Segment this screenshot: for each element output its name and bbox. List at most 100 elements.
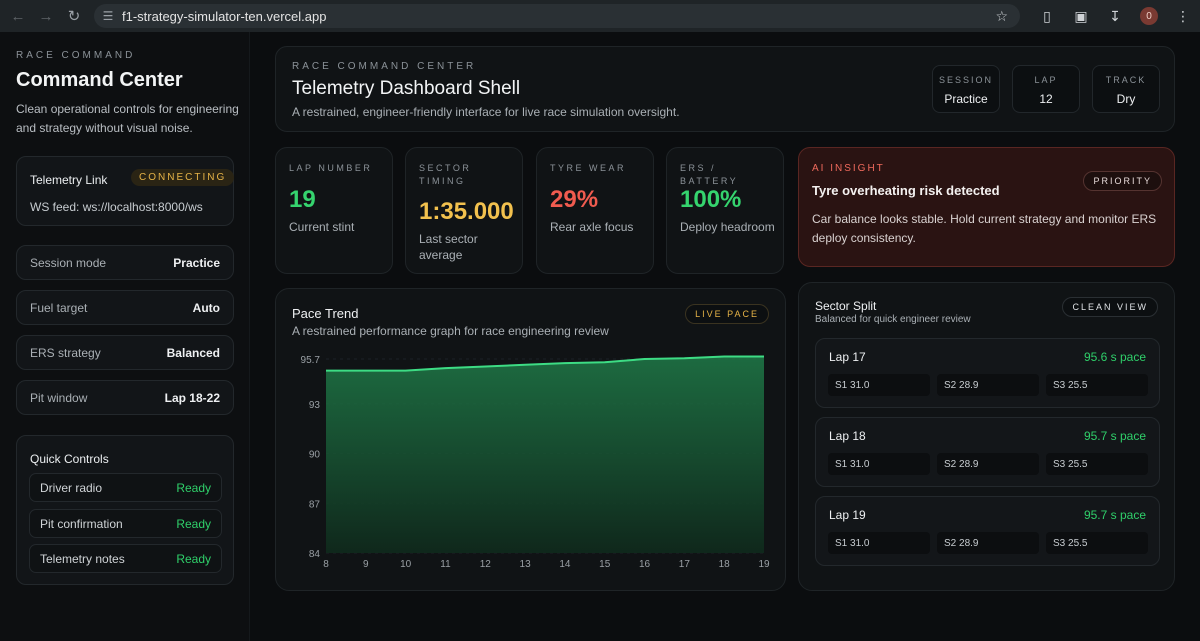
connection-status-badge: CONNECTING bbox=[131, 169, 235, 186]
stat-value: 100% bbox=[680, 186, 742, 213]
sector-1-time: S1 31.0 bbox=[828, 374, 930, 396]
x-tick-label: 12 bbox=[480, 559, 492, 570]
y-tick-label: 87 bbox=[309, 499, 321, 510]
lap-pace: 95.7 s pace bbox=[1083, 429, 1146, 443]
pace-area bbox=[326, 356, 764, 553]
sector-split-title: Sector Split bbox=[815, 299, 877, 313]
priority-badge: PRIORITY bbox=[1083, 171, 1162, 191]
y-tick-label: 95.7 bbox=[301, 355, 321, 366]
sector-2-time: S2 28.9 bbox=[937, 532, 1039, 554]
fuel-target-row[interactable]: Fuel target Auto bbox=[16, 290, 234, 325]
lap-number-card: LAP NUMBER 19 Current stint bbox=[275, 147, 393, 274]
driver-radio-control[interactable]: Driver radio Ready bbox=[29, 473, 222, 502]
x-tick-label: 9 bbox=[363, 559, 369, 570]
quick-controls-title: Quick Controls bbox=[30, 452, 109, 466]
setting-label: Fuel target bbox=[30, 300, 88, 315]
tyre-wear-card: TYRE WEAR 29% Rear axle focus bbox=[536, 147, 654, 274]
profile-initial: 0 bbox=[1140, 7, 1158, 25]
insight-text: Car balance looks stable. Hold current s… bbox=[812, 212, 1157, 245]
address-bar[interactable]: ☰ f1-strategy-simulator-ten.vercel.app ☆ bbox=[94, 4, 1020, 28]
session-mode-row[interactable]: Session mode Practice bbox=[16, 245, 234, 280]
x-tick-label: 11 bbox=[440, 559, 451, 570]
x-tick-label: 16 bbox=[639, 559, 651, 570]
pit-window-row[interactable]: Pit window Lap 18-22 bbox=[16, 380, 234, 415]
ers-strategy-row[interactable]: ERS strategy Balanced bbox=[16, 335, 234, 370]
setting-label: Pit window bbox=[30, 390, 88, 405]
lap-split-row: Lap 17 95.6 s pace S1 31.0 S2 28.9 S3 25… bbox=[815, 338, 1160, 408]
extensions-icon[interactable]: ▯ bbox=[1043, 7, 1051, 24]
y-tick-label: 93 bbox=[309, 400, 321, 411]
page-description: A restrained, engineer-friendly interfac… bbox=[292, 105, 680, 119]
pace-trend-title: Pace Trend bbox=[292, 306, 359, 321]
stat-label: TYRE WEAR bbox=[550, 163, 627, 173]
sector-2-time: S2 28.9 bbox=[937, 374, 1039, 396]
media-icon[interactable]: ▣ bbox=[1074, 7, 1088, 24]
page-title: Telemetry Dashboard Shell bbox=[292, 78, 521, 99]
x-tick-label: 15 bbox=[599, 559, 611, 570]
x-tick-label: 14 bbox=[559, 559, 571, 570]
session-meta: SESSION Practice bbox=[932, 65, 1000, 113]
stat-subtext: Current stint bbox=[289, 220, 355, 234]
pace-trend-chart: 95.7 93 90 87 848 9 10 11 12 13 14 15 16 17 18 19 bbox=[301, 355, 770, 570]
reload-icon[interactable]: ↻ bbox=[67, 8, 81, 25]
meta-value: Dry bbox=[1116, 92, 1136, 106]
setting-label: ERS strategy bbox=[30, 345, 101, 360]
lap-label: Lap 18 bbox=[829, 429, 866, 443]
ai-insight-card: AI INSIGHT Tyre overheating risk detecte… bbox=[798, 147, 1175, 267]
telemetry-link-title: Telemetry Link bbox=[30, 173, 108, 187]
sector-split-card: Sector Split Balanced for quick engineer… bbox=[798, 282, 1175, 591]
sector-timing-card: SECTOR TIMING 1:35.000 Last sector avera… bbox=[405, 147, 523, 274]
site-settings-icon[interactable]: ☰ bbox=[102, 9, 114, 23]
header-eyebrow: RACE COMMAND CENTER bbox=[292, 61, 477, 72]
back-icon[interactable]: ← bbox=[10, 7, 26, 25]
forward-icon[interactable]: → bbox=[38, 7, 54, 25]
sidebar-title: Command Center bbox=[16, 69, 183, 91]
control-label: Telemetry notes bbox=[40, 551, 125, 566]
setting-value: Auto bbox=[192, 300, 220, 315]
pace-trend-card: 95.7 93 90 87 84 8 9 10 11 12 13 14 15 16 17 18 19 Pace … bbox=[275, 288, 786, 591]
download-icon[interactable]: ↧ bbox=[1109, 7, 1121, 24]
lap-pace: 95.6 s pace bbox=[1083, 350, 1146, 364]
pit-confirmation-control[interactable]: Pit confirmation Ready bbox=[29, 509, 222, 538]
lap-meta: LAP 12 bbox=[1012, 65, 1080, 113]
lap-split-row: Lap 19 95.7 s pace S1 31.0 S2 28.9 S3 25… bbox=[815, 496, 1160, 566]
quick-controls-card: Quick Controls Driver radio Ready Pit co… bbox=[16, 435, 234, 585]
profile-avatar[interactable]: 0 bbox=[1132, 0, 1166, 32]
control-label: Driver radio bbox=[40, 480, 103, 495]
sector-2-time: S2 28.9 bbox=[937, 453, 1039, 475]
ers-battery-card: ERS / BATTERY 100% Deploy headroom bbox=[666, 147, 784, 274]
pace-line bbox=[326, 355, 764, 372]
sector-1-time: S1 31.0 bbox=[828, 453, 930, 475]
control-status: Ready bbox=[176, 480, 211, 495]
stat-value: 1:35.000 bbox=[419, 198, 514, 225]
lap-label: Lap 17 bbox=[829, 350, 866, 364]
telemetry-notes-control[interactable]: Telemetry notes Ready bbox=[29, 544, 222, 573]
insight-title: Tyre overheating risk detected bbox=[812, 183, 1000, 198]
stat-subtext: Deploy headroom bbox=[680, 220, 775, 234]
stat-subtext: Rear axle focus bbox=[550, 220, 634, 234]
x-tick-label: 17 bbox=[679, 559, 691, 570]
control-status: Ready bbox=[176, 516, 211, 531]
control-status: Ready bbox=[176, 551, 211, 566]
lap-pace: 95.7 s pace bbox=[1083, 508, 1146, 522]
x-tick-label: 8 bbox=[323, 559, 329, 570]
meta-value: 12 bbox=[1039, 92, 1053, 106]
stat-value: 19 bbox=[289, 186, 316, 213]
track-meta: TRACK Dry bbox=[1092, 65, 1160, 113]
url-text: f1-strategy-simulator-ten.vercel.app bbox=[122, 8, 327, 24]
lap-split-row: Lap 18 95.7 s pace S1 31.0 S2 28.9 S3 25… bbox=[815, 417, 1160, 487]
sidebar-description: Clean operational controls for engineeri… bbox=[16, 102, 239, 135]
meta-label: SESSION bbox=[938, 75, 993, 85]
sidebar: RACE COMMAND Command Center Clean operat… bbox=[0, 32, 250, 641]
bookmark-star-icon[interactable]: ☆ bbox=[995, 8, 1008, 24]
clean-view-button[interactable]: CLEAN VIEW bbox=[1062, 297, 1158, 317]
stat-label: LAP NUMBER bbox=[289, 163, 373, 173]
menu-kebab-icon[interactable]: ⋮ bbox=[1176, 7, 1190, 24]
x-tick-label: 10 bbox=[400, 559, 412, 570]
stat-label: ERS / BATTERY bbox=[680, 163, 739, 186]
setting-value: Practice bbox=[173, 255, 220, 270]
sector-3-time: S3 25.5 bbox=[1046, 374, 1148, 396]
setting-label: Session mode bbox=[30, 255, 107, 270]
y-tick-label: 84 bbox=[309, 549, 321, 560]
meta-label: LAP bbox=[1034, 75, 1058, 85]
